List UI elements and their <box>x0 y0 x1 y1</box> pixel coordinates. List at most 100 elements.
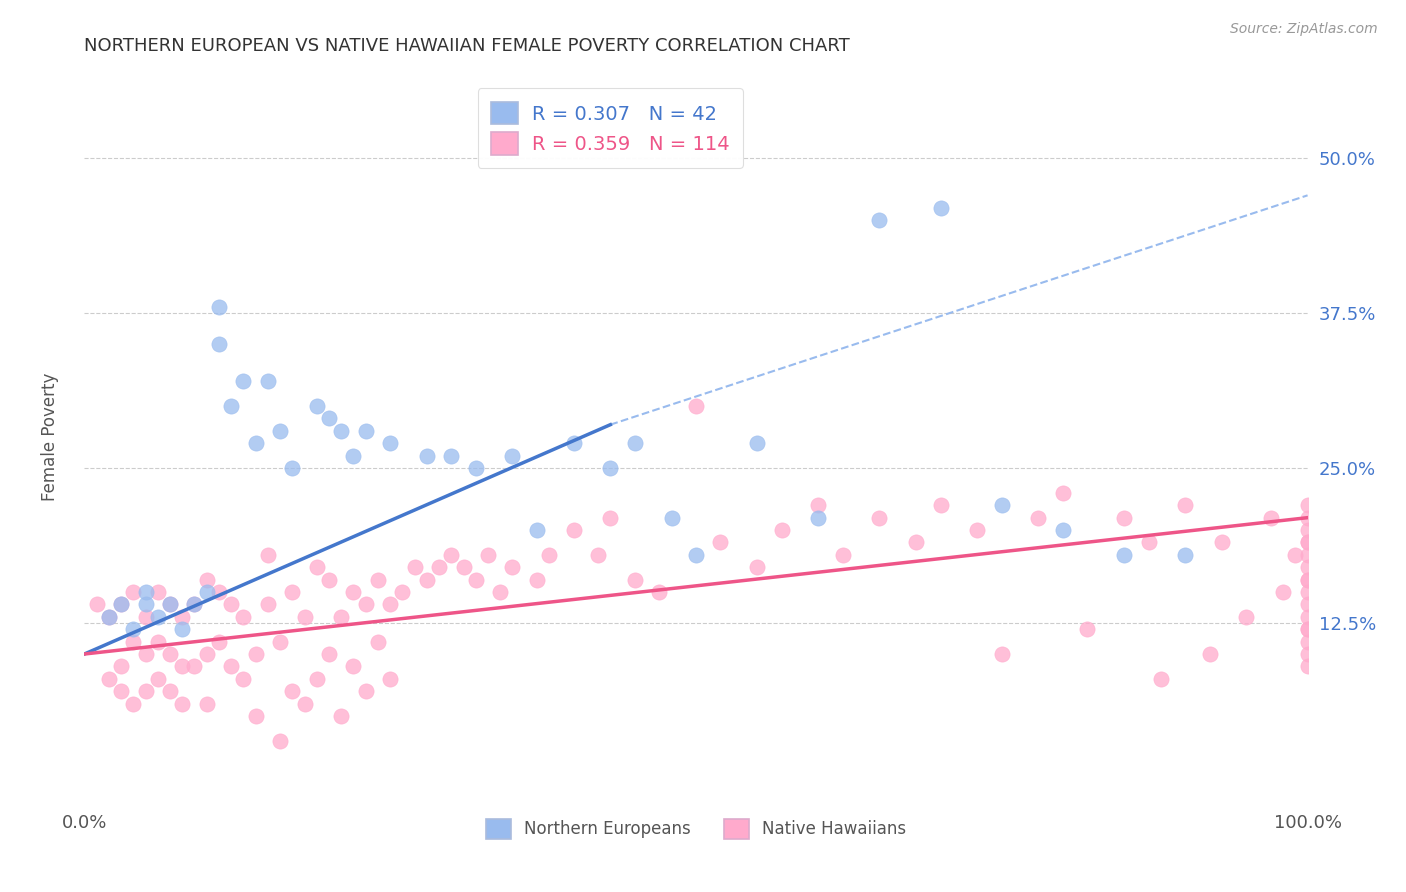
Point <box>1296 573 1319 587</box>
Point <box>245 647 267 661</box>
Point <box>1296 510 1319 524</box>
Point <box>232 610 254 624</box>
Point <box>208 585 231 599</box>
Point <box>502 560 524 574</box>
Point <box>122 697 145 711</box>
Point <box>464 461 486 475</box>
Point <box>1296 498 1319 512</box>
Point <box>257 598 280 612</box>
Point <box>195 573 218 587</box>
Point <box>1211 535 1233 549</box>
Point <box>269 634 291 648</box>
Point <box>159 598 181 612</box>
Point <box>1296 622 1319 636</box>
Point <box>1296 573 1319 587</box>
Point <box>1284 548 1306 562</box>
Point <box>318 647 340 661</box>
Point <box>354 424 377 438</box>
Point <box>624 573 647 587</box>
Point <box>747 560 769 574</box>
Text: Source: ZipAtlas.com: Source: ZipAtlas.com <box>1230 22 1378 37</box>
Point <box>318 573 340 587</box>
Point <box>929 498 952 512</box>
Point <box>440 548 463 562</box>
Point <box>257 374 280 388</box>
Point <box>1137 535 1160 549</box>
Point <box>305 672 328 686</box>
Point <box>135 610 157 624</box>
Point <box>195 697 218 711</box>
Point <box>599 510 621 524</box>
Point <box>195 585 218 599</box>
Point <box>122 585 145 599</box>
Point <box>1174 548 1197 562</box>
Point <box>208 300 231 314</box>
Point <box>538 548 561 562</box>
Point <box>391 585 413 599</box>
Point <box>905 535 928 549</box>
Point <box>562 523 585 537</box>
Point <box>367 573 389 587</box>
Point <box>380 598 402 612</box>
Point <box>232 672 254 686</box>
Point <box>172 659 194 673</box>
Point <box>97 610 120 624</box>
Point <box>1296 659 1319 673</box>
Point <box>416 449 439 463</box>
Point <box>146 634 169 648</box>
Point <box>807 498 830 512</box>
Point <box>183 598 205 612</box>
Point <box>159 598 181 612</box>
Point <box>991 647 1014 661</box>
Point <box>1174 498 1197 512</box>
Point <box>219 399 242 413</box>
Point <box>330 424 353 438</box>
Point <box>195 647 218 661</box>
Point <box>245 436 267 450</box>
Point <box>770 523 793 537</box>
Point <box>380 672 402 686</box>
Point <box>648 585 671 599</box>
Point <box>1296 535 1319 549</box>
Point <box>159 647 181 661</box>
Point <box>294 697 316 711</box>
Point <box>624 436 647 450</box>
Point <box>416 573 439 587</box>
Point <box>807 510 830 524</box>
Point <box>232 374 254 388</box>
Point <box>526 523 548 537</box>
Point <box>110 684 132 698</box>
Point <box>257 548 280 562</box>
Point <box>172 622 194 636</box>
Point <box>281 461 304 475</box>
Point <box>1296 598 1319 612</box>
Point <box>208 337 231 351</box>
Point <box>404 560 426 574</box>
Point <box>661 510 683 524</box>
Point <box>562 436 585 450</box>
Point <box>330 610 353 624</box>
Point <box>502 449 524 463</box>
Point <box>1296 523 1319 537</box>
Point <box>135 598 157 612</box>
Point <box>1260 510 1282 524</box>
Point <box>929 201 952 215</box>
Point <box>427 560 450 574</box>
Point <box>342 659 364 673</box>
Text: NORTHERN EUROPEAN VS NATIVE HAWAIIAN FEMALE POVERTY CORRELATION CHART: NORTHERN EUROPEAN VS NATIVE HAWAIIAN FEM… <box>84 37 851 54</box>
Point <box>586 548 609 562</box>
Point <box>135 647 157 661</box>
Point <box>966 523 988 537</box>
Point <box>869 510 891 524</box>
Point <box>1028 510 1050 524</box>
Point <box>183 659 205 673</box>
Point <box>1150 672 1173 686</box>
Point <box>183 598 205 612</box>
Point <box>1052 486 1074 500</box>
Point <box>97 610 120 624</box>
Y-axis label: Female Poverty: Female Poverty <box>41 373 59 501</box>
Point <box>1296 585 1319 599</box>
Point <box>526 573 548 587</box>
Point <box>1076 622 1098 636</box>
Point <box>110 659 132 673</box>
